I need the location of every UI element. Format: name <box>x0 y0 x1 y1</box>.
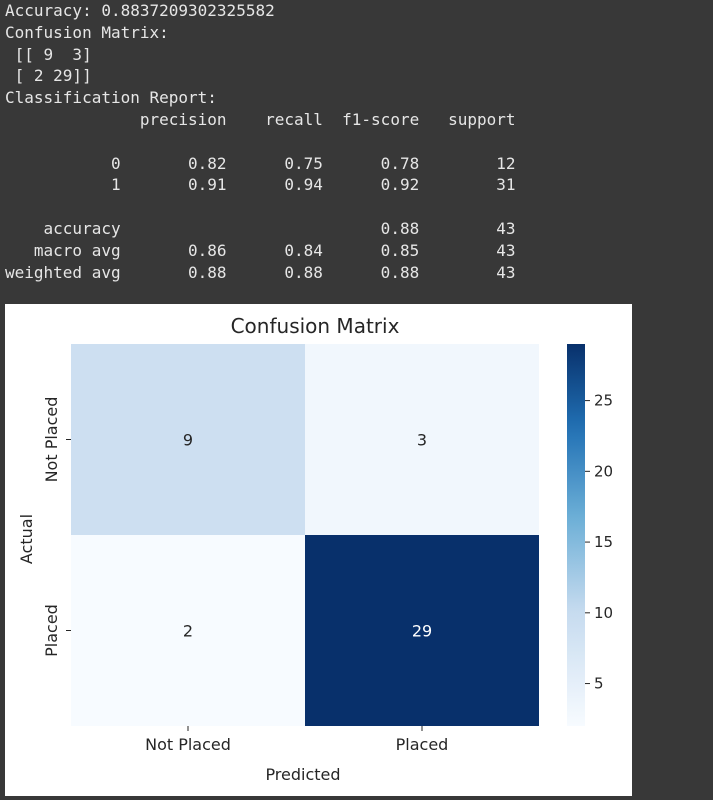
y-tick-label: Not Placed <box>42 397 61 483</box>
console-line-matrix-row-2: [ 2 29]] <box>5 66 92 86</box>
y-tick-label: Placed <box>42 604 61 657</box>
colorbar-tick-label: 10 <box>594 604 613 622</box>
confusion-matrix-figure: Confusion Matrix Predicted Actual 9 3 2 29 … <box>5 304 632 796</box>
heatmap-cell <box>71 535 305 726</box>
axis-ticks: Not Placed Placed Not Placed Placed <box>42 397 448 754</box>
colorbar-tick-label: 25 <box>594 392 613 410</box>
x-tick-label: Placed <box>396 735 449 754</box>
console-line-class-1: 1 0.91 0.94 0.92 31 <box>5 175 516 195</box>
console-line-accuracy-row: accuracy 0.88 43 <box>5 218 516 238</box>
heatmap-cells: 9 3 2 29 <box>71 344 539 726</box>
console-line-matrix-row-1: [[ 9 3] <box>5 44 92 64</box>
heatmap-cell <box>71 344 305 535</box>
console-line-macro-avg: macro avg 0.86 0.84 0.85 43 <box>5 240 516 260</box>
cell-value-label: 29 <box>412 622 432 641</box>
colorbar-tick-label: 20 <box>594 462 613 480</box>
x-axis-label: Predicted <box>265 765 340 784</box>
cell-value-label: 2 <box>183 622 193 641</box>
colorbar-tick-label: 15 <box>594 533 613 551</box>
heatmap-chart: Confusion Matrix Predicted Actual 9 32 29 … <box>17 314 613 784</box>
cell-value-label: 3 <box>417 431 427 450</box>
console-line-class-0: 0 0.82 0.75 0.78 12 <box>5 153 516 173</box>
colorbar: 5 10 15 20 25 <box>567 344 613 726</box>
heatmap-cell <box>305 535 539 726</box>
console-line-weighted-avg: weighted avg 0.88 0.88 0.88 43 <box>5 262 516 282</box>
console-line-confusion-label: Confusion Matrix: <box>5 22 169 42</box>
console-output: Accuracy: 0.8837209302325582 Confusion Ma… <box>5 0 516 283</box>
console-line-blank <box>5 131 516 153</box>
colorbar-scale <box>567 344 585 726</box>
console-line-accuracy: Accuracy: 0.8837209302325582 <box>5 1 275 20</box>
cell-value-label: 9 <box>183 431 193 450</box>
colorbar-tick-label: 5 <box>594 675 604 693</box>
console-line-blank <box>5 196 516 218</box>
x-tick-label: Not Placed <box>145 735 231 754</box>
console-line-report-header: precision recall f1-score support <box>5 109 516 129</box>
y-axis-label: Actual <box>17 514 36 564</box>
chart-title: Confusion Matrix <box>231 314 400 338</box>
console-line-report-label: Classification Report: <box>5 88 217 108</box>
heatmap-cell <box>305 344 539 535</box>
